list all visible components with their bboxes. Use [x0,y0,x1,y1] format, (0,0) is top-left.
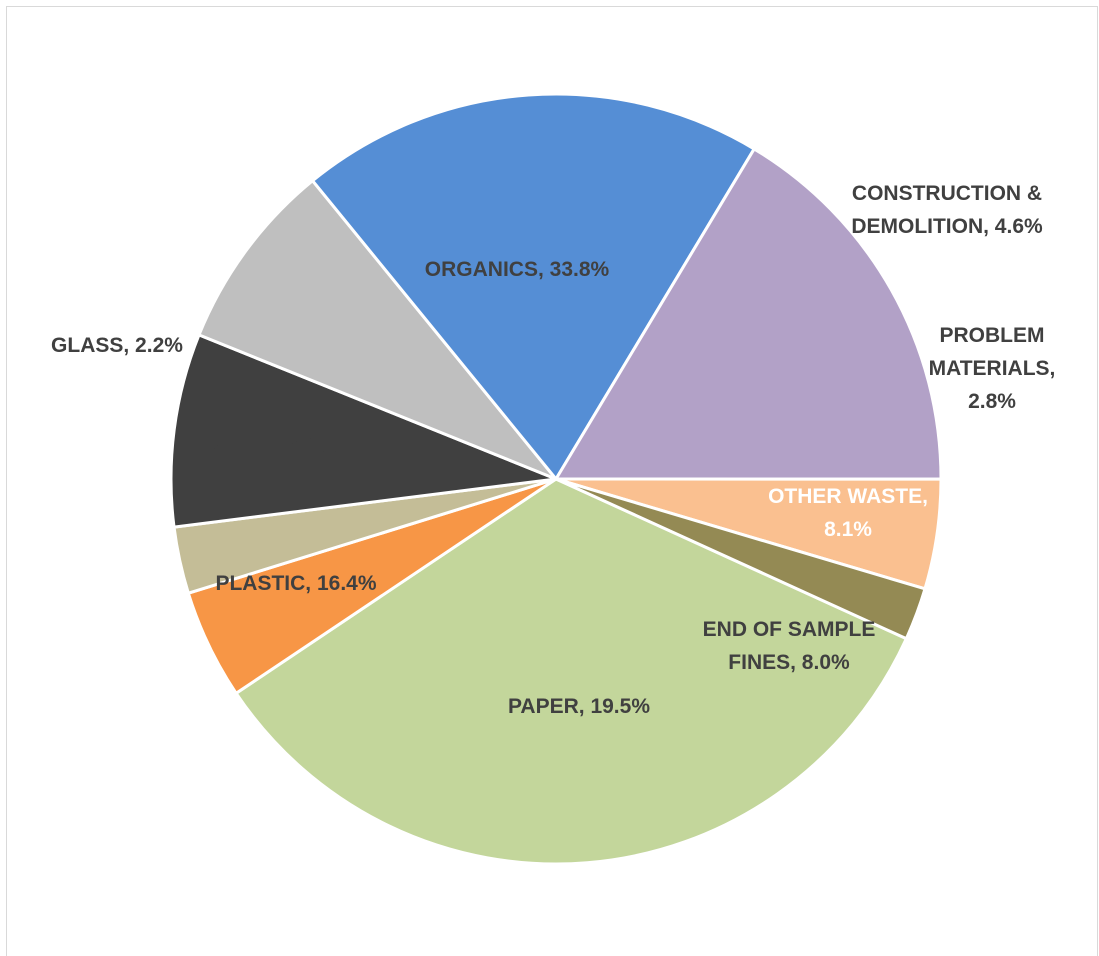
slice-label-end-of-sample-fines: END OF SAMPLE FINES, 8.0% [703,618,876,674]
slice-label-organics: ORGANICS, 33.8% [425,258,610,281]
pie-slice-paper [311,92,756,481]
pie-labels: ORGANICS, 33.8% CONSTRUCTION & DEMOLITION,… [51,182,1055,718]
slice-label-line: 8.1% [824,518,872,541]
slice-label-line: MATERIALS, [929,357,1056,380]
pie-slice-other-waste [169,333,558,529]
slice-label-line: 2.8% [968,390,1016,413]
slice-label-glass: GLASS, 2.2% [51,334,183,357]
slice-label-line: END OF SAMPLE [703,618,876,641]
slice-label-line: FINES, 8.0% [728,651,850,674]
slice-label-problem-materials: PROBLEM MATERIALS, 2.8% [929,324,1056,413]
pie-slice-end-of-sample-fines [197,179,558,481]
pie-slices [169,92,943,866]
slice-label-line: PAPER, 19.5% [508,695,650,718]
slice-label-line: METAL, 4.6% [208,434,339,457]
slice-label-construction-and-demolition: CONSTRUCTION & DEMOLITION, 4.6% [851,182,1043,238]
slice-label-line: ORGANICS, 33.8% [425,258,610,281]
slice-label-other-waste: OTHER WASTE, 8.1% [768,485,928,541]
pie-slice-plastic [554,147,943,481]
slice-label-line: PROBLEM [940,324,1045,347]
pie-slice-organics [234,477,908,866]
slice-label-plastic: PLASTIC, 16.4% [215,572,376,595]
slice-label-line: DEMOLITION, 4.6% [851,215,1043,238]
slice-label-paper: PAPER, 19.5% [508,695,650,718]
slice-label-line: PLASTIC, 16.4% [215,572,376,595]
slice-label-line: GLASS, 2.2% [51,334,183,357]
slice-label-metal: METAL, 4.6% [208,434,339,457]
slice-label-line: OTHER WASTE, [768,485,928,508]
slice-label-line: CONSTRUCTION & [852,182,1042,205]
pie-slice-glass [554,477,927,641]
